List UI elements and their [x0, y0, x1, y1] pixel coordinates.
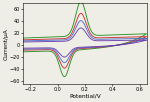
- Y-axis label: Current/μA: Current/μA: [3, 28, 8, 60]
- X-axis label: Potential/V: Potential/V: [69, 94, 101, 99]
